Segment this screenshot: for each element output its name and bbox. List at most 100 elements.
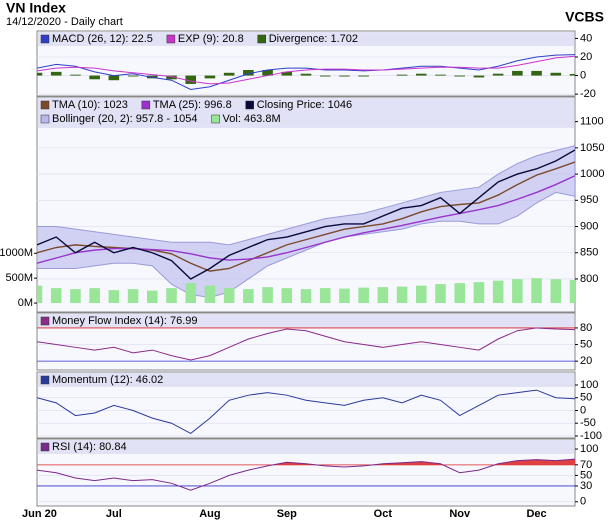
- y-tick-label: 100: [580, 379, 598, 391]
- y-tick-label: 50: [580, 338, 592, 350]
- bar: [473, 75, 485, 78]
- bar: [300, 289, 312, 304]
- plot: [37, 145, 575, 304]
- bar: [512, 70, 523, 76]
- bar: [339, 75, 350, 77]
- bar: [473, 282, 485, 304]
- bar: [70, 74, 81, 76]
- x-tick-label: Sep: [277, 508, 297, 520]
- y-tick-label: 1050: [580, 142, 604, 154]
- bar: [319, 288, 331, 304]
- legend-strip: [38, 373, 574, 387]
- legend-strip: [38, 314, 574, 328]
- legend-label: Vol: 463.8M: [223, 113, 281, 125]
- legend-swatch: [40, 34, 50, 44]
- legend-strip: [38, 440, 574, 454]
- bar: [358, 287, 369, 304]
- y-tick-label: 1100: [580, 116, 604, 128]
- plot: [37, 327, 575, 361]
- y2-tick-label: 1000M: [0, 247, 33, 259]
- plot: [37, 389, 575, 435]
- x-tick-label: Jul: [106, 508, 122, 520]
- bar: [319, 75, 331, 77]
- legend-swatch: [40, 100, 50, 110]
- line: [37, 389, 575, 435]
- bar: [89, 75, 100, 80]
- bar: [243, 70, 254, 76]
- bar: [127, 75, 139, 77]
- x-tick-label: Nov: [449, 508, 471, 520]
- line: [37, 149, 575, 280]
- legend-label: TMA (25): 996.8: [153, 99, 232, 111]
- y-tick-label: 50: [580, 469, 592, 481]
- line: [37, 54, 575, 91]
- legend-label: MACD (26, 12): 22.5: [52, 33, 153, 45]
- x-tick-label: Aug: [199, 508, 220, 520]
- bar: [204, 285, 216, 304]
- chart-title: VN Index: [6, 0, 66, 16]
- legend-swatch: [141, 100, 151, 110]
- y-tick-label: 900: [580, 220, 598, 232]
- x-tick-label: Dec: [526, 508, 546, 520]
- bar: [454, 75, 465, 77]
- bar: [223, 72, 235, 76]
- x-tick-label: Oct: [374, 508, 393, 520]
- y-tick-label: 20: [580, 51, 592, 63]
- legend-label: Money Flow Index (14): 76.99: [52, 315, 198, 327]
- y-tick-label: 70: [580, 459, 592, 471]
- bar: [108, 75, 120, 81]
- source: VCBS: [565, 9, 604, 25]
- bar: [492, 280, 504, 304]
- overbought-area: [37, 327, 575, 328]
- legend-swatch: [245, 100, 254, 110]
- line: [37, 458, 575, 491]
- bar: [223, 288, 235, 304]
- bar: [435, 284, 446, 304]
- x-tick-label: Jun 20: [22, 508, 57, 520]
- y-tick-label: 850: [580, 247, 598, 259]
- bar: [377, 287, 389, 304]
- bar: [166, 288, 177, 304]
- y-tick-label: 80: [580, 322, 592, 334]
- y-tick-label: 40: [580, 32, 592, 44]
- legend-swatch: [40, 442, 50, 452]
- bar: [281, 288, 293, 304]
- legend-swatch: [40, 316, 50, 326]
- bar: [300, 73, 312, 76]
- bar: [108, 290, 120, 304]
- y-tick-label: 100: [580, 443, 598, 455]
- bar: [569, 279, 575, 304]
- y-tick-label: 800: [580, 273, 598, 285]
- legend-label: Momentum (12): 46.02: [52, 374, 163, 386]
- bar: [569, 73, 575, 76]
- bar: [70, 289, 81, 304]
- bar: [358, 75, 369, 77]
- chart-subtitle: 14/12/2020 - Daily chart: [6, 16, 123, 28]
- legend-strip: [38, 98, 574, 128]
- bar: [550, 72, 562, 76]
- legend-label: EXP (9): 20.8: [178, 33, 244, 45]
- y-tick-label: 0: [580, 404, 586, 416]
- y-tick-label: 950: [580, 194, 598, 206]
- legend-swatch: [257, 34, 266, 44]
- y2-tick-label: 500M: [5, 272, 33, 284]
- bar: [185, 75, 196, 84]
- bar: [262, 70, 273, 76]
- bar: [416, 285, 427, 304]
- legend-label: Divergence: 1.702: [269, 33, 358, 45]
- bar: [531, 70, 542, 76]
- bar: [127, 289, 139, 304]
- legend-label: RSI (14): 80.84: [52, 441, 127, 453]
- y2-tick-label: 0M: [18, 297, 33, 309]
- line: [37, 327, 575, 361]
- bar: [396, 286, 408, 304]
- bar: [89, 288, 100, 304]
- bar: [550, 279, 562, 304]
- bar: [185, 283, 196, 304]
- bar: [416, 73, 427, 76]
- y-tick-label: 20: [580, 355, 592, 367]
- bar: [454, 283, 465, 304]
- legend-swatch: [40, 375, 50, 385]
- bar: [243, 289, 254, 304]
- y-tick-label: 0: [580, 69, 586, 81]
